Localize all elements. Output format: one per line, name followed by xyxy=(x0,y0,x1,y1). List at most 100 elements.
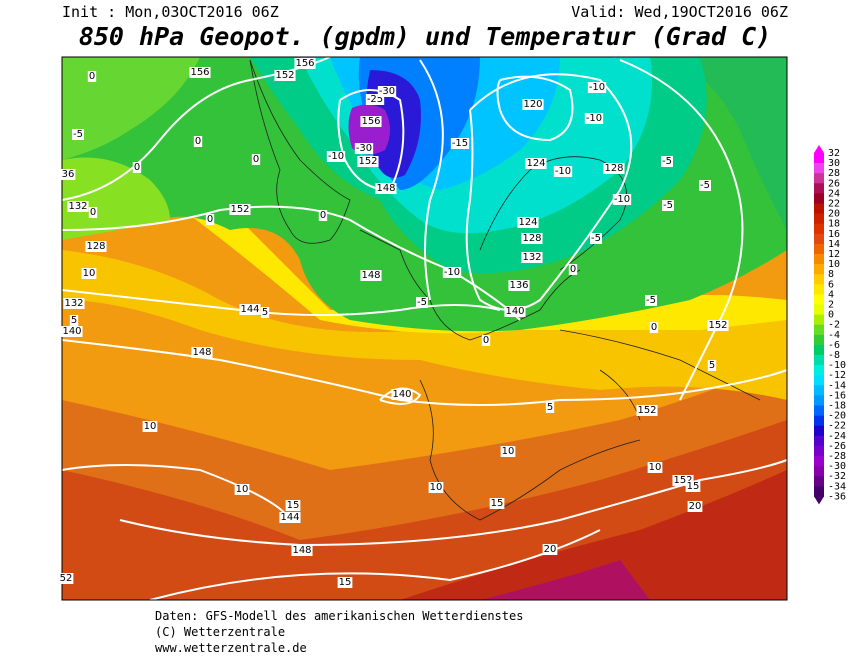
colorbar-label: 12 xyxy=(828,249,840,260)
contour-label: -5 xyxy=(662,156,672,167)
label-box xyxy=(142,421,158,432)
contour-label: 152 xyxy=(637,405,656,416)
color-cell xyxy=(814,365,824,376)
label-box xyxy=(699,180,711,191)
contour-label: 0 xyxy=(134,162,140,173)
colorbar-label: -10 xyxy=(828,360,846,371)
contour-label: 124 xyxy=(526,158,545,169)
contour-label: 15 xyxy=(287,500,300,511)
label-box xyxy=(707,320,729,331)
label-box xyxy=(603,163,625,174)
colorbar-label: -30 xyxy=(828,461,846,472)
contour-label: 132 xyxy=(522,252,541,263)
label-box xyxy=(365,94,385,105)
contour-label: 52 xyxy=(60,573,73,584)
color-cell xyxy=(814,314,824,325)
color-arrow-bottom xyxy=(814,496,824,505)
label-box xyxy=(391,389,413,400)
contour-label: 15 xyxy=(687,481,700,492)
colorbar-label: -26 xyxy=(828,441,846,452)
contour-label: 148 xyxy=(376,183,395,194)
contour-label: 0 xyxy=(207,214,213,225)
contour-label: 0 xyxy=(253,154,259,165)
contour-label: -10 xyxy=(444,267,460,278)
label-box xyxy=(88,207,98,218)
label-box xyxy=(279,512,301,523)
contour-label: 0 xyxy=(89,71,95,82)
label-box xyxy=(636,405,658,416)
color-cell xyxy=(814,334,824,346)
contour-label: -5 xyxy=(646,295,656,306)
label-box xyxy=(525,158,547,169)
colorbar-label: -6 xyxy=(828,340,840,351)
label-box xyxy=(521,233,543,244)
colorbar-label: 24 xyxy=(828,188,840,199)
label-box xyxy=(326,151,346,162)
contour-label: -25 xyxy=(367,94,383,105)
contour-label: 156 xyxy=(190,67,209,78)
colorbar-label: 16 xyxy=(828,229,840,240)
footer-line: (C) Wetterzentrale xyxy=(155,625,285,639)
colorbar-label: -16 xyxy=(828,390,846,401)
color-cell xyxy=(814,264,824,275)
label-box xyxy=(428,482,444,493)
contour-label: 152 xyxy=(275,70,294,81)
contour-label: 20 xyxy=(689,501,702,512)
color-cell xyxy=(814,445,824,457)
colorbar-label: -2 xyxy=(828,320,840,331)
contour-label: 152 xyxy=(673,475,692,486)
contour-label: -5 xyxy=(417,297,427,308)
label-box xyxy=(587,82,607,93)
contour-label: 156 xyxy=(361,116,380,127)
contour-label: 124 xyxy=(518,217,537,228)
label-box xyxy=(517,217,539,228)
contour-label: 5 xyxy=(262,307,268,318)
label-box xyxy=(508,280,530,291)
label-box xyxy=(291,545,313,556)
label-box xyxy=(521,252,543,263)
label-box xyxy=(590,233,602,244)
contour-label: 136 xyxy=(509,280,528,291)
label-box xyxy=(354,143,374,154)
contour-label: 140 xyxy=(62,326,81,337)
label-box xyxy=(489,498,505,509)
footer-line: www.wetterzentrale.de xyxy=(155,641,307,655)
color-cell xyxy=(814,466,824,477)
colorbar-label: 6 xyxy=(828,279,834,290)
color-cell xyxy=(814,183,824,194)
contour-label: 15 xyxy=(491,498,504,509)
label-box xyxy=(442,267,462,278)
contour-label: 20 xyxy=(544,544,557,555)
colorbar-label: -12 xyxy=(828,370,846,381)
label-box xyxy=(274,70,296,81)
contour-label: -10 xyxy=(328,151,344,162)
colorbar-label: -34 xyxy=(828,481,846,492)
contour-label: 10 xyxy=(83,268,96,279)
label-box xyxy=(58,573,74,584)
label-box xyxy=(63,298,85,309)
color-cell xyxy=(814,274,824,285)
label-box xyxy=(69,315,79,326)
label-box xyxy=(205,214,215,225)
color-cell xyxy=(814,223,824,235)
color-cell xyxy=(814,213,824,224)
colorbar-label: 20 xyxy=(828,209,840,220)
color-cell xyxy=(814,233,824,245)
contour-label: 0 xyxy=(570,264,576,275)
colorbar-label: 10 xyxy=(828,259,840,270)
label-box xyxy=(661,156,673,167)
label-box xyxy=(568,264,578,275)
color-cell xyxy=(814,153,824,164)
label-box xyxy=(85,241,107,252)
label-box xyxy=(450,138,470,149)
colorbar-label: -22 xyxy=(828,421,846,432)
label-box xyxy=(612,194,632,205)
contour-label: 0 xyxy=(651,322,657,333)
label-box xyxy=(234,484,250,495)
contour-label: 148 xyxy=(192,347,211,358)
color-cell xyxy=(814,425,824,437)
label-box xyxy=(545,402,555,413)
contour-label: 152 xyxy=(708,320,727,331)
color-cell xyxy=(814,415,824,426)
label-box xyxy=(357,156,379,167)
